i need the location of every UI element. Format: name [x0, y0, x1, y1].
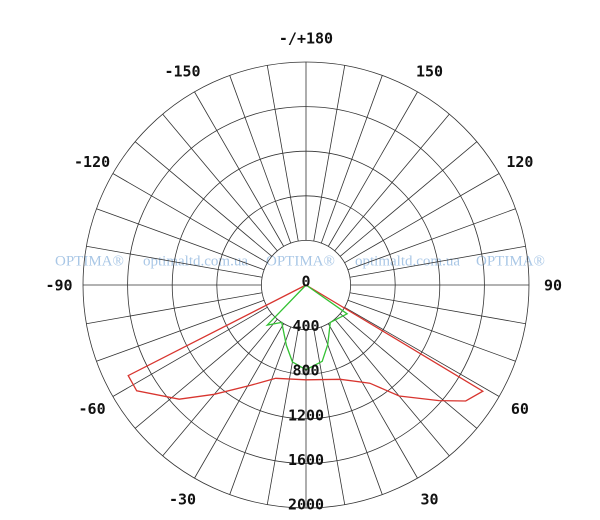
watermark-text: OPTIMA® [266, 253, 335, 269]
grid-spoke [347, 208, 516, 271]
watermark-text: optimaltd.com.ua [143, 253, 248, 269]
theta-tick-label: -30 [169, 490, 196, 508]
watermark-text: OPTIMA® [476, 253, 545, 269]
grid-spoke [229, 75, 292, 244]
grid-spoke [96, 299, 265, 362]
grid-spoke [162, 113, 278, 252]
theta-tick-label: -60 [79, 400, 106, 418]
grid-spoke [112, 306, 268, 397]
theta-tick-label: 150 [416, 63, 443, 81]
theta-tick-label: -150 [164, 63, 200, 81]
grid-spoke [344, 306, 500, 397]
grid-spoke [349, 292, 526, 325]
grid-spoke [134, 313, 273, 429]
grid-spoke [313, 328, 346, 505]
r-tick-label: 0 [301, 273, 310, 291]
grid-spoke [334, 318, 450, 457]
grid-spoke [96, 208, 265, 271]
theta-tick-label: -/+180 [279, 30, 333, 48]
grid-spoke [344, 173, 500, 264]
watermark-text: OPTIMA® [55, 253, 124, 269]
grid-spoke [313, 65, 346, 242]
r-tick-label: 800 [292, 362, 319, 380]
grid-spoke [339, 141, 478, 257]
grid-spoke [266, 328, 299, 505]
grid-spoke [112, 173, 268, 264]
theta-tick-label: 60 [511, 400, 529, 418]
grid-spoke [327, 323, 418, 479]
r-tick-label: 2000 [288, 496, 324, 514]
theta-tick-label: 120 [506, 153, 533, 171]
grid-spoke [347, 299, 516, 362]
curve [127, 284, 485, 402]
grid-spoke [327, 91, 418, 247]
grid-spoke [86, 245, 263, 278]
theta-tick-label: -90 [45, 277, 72, 295]
grid-spoke [334, 113, 450, 252]
grid-spoke [194, 323, 285, 479]
theta-tick-label: 30 [420, 490, 438, 508]
curve [265, 284, 349, 371]
grid-spoke [134, 141, 273, 257]
grid-spoke [266, 65, 299, 242]
theta-tick-label: 90 [544, 277, 562, 295]
grid-spoke [86, 292, 263, 325]
r-tick-label: 400 [292, 317, 319, 335]
grid-spoke [320, 75, 383, 244]
grid-spoke [320, 326, 383, 495]
grid-spoke [162, 318, 278, 457]
r-tick-label: 1200 [288, 406, 324, 424]
r-tick-label: 1600 [288, 451, 324, 469]
grid-spoke [349, 245, 526, 278]
theta-tick-label: -120 [74, 153, 110, 171]
grid-spoke [339, 313, 478, 429]
grid-spoke [229, 326, 292, 495]
grid-spoke [194, 91, 285, 247]
